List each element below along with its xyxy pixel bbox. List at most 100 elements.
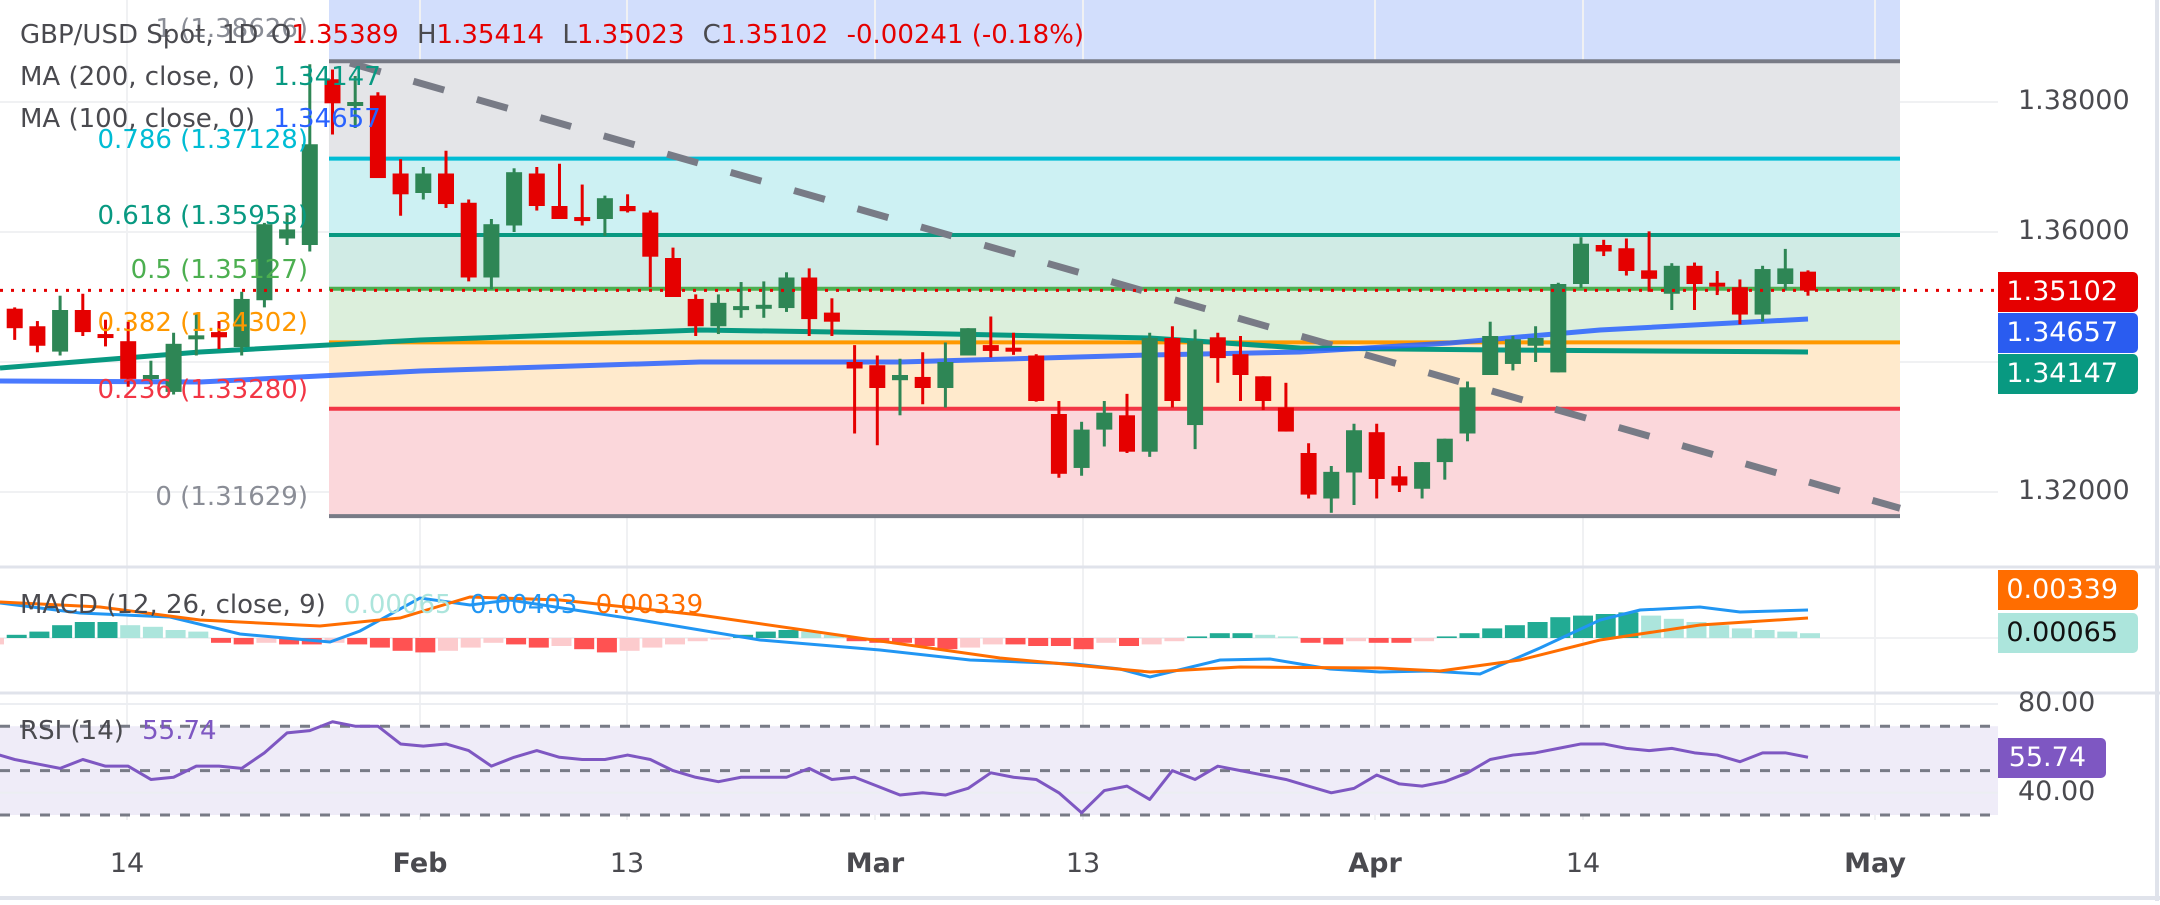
candle-bearish [801, 277, 818, 320]
last-price-badge: 1.35102 [1998, 272, 2138, 312]
time-tick-label: Apr [1348, 848, 1402, 879]
candle-bullish [1663, 265, 1680, 294]
macd-histogram-bar [1209, 633, 1230, 638]
high-label: H [416, 20, 437, 50]
macd-histogram-bar [1550, 617, 1571, 638]
macd-histogram-bar [823, 634, 844, 638]
macd-histogram-bar [1277, 636, 1298, 638]
candle-bullish [1550, 284, 1567, 373]
candle-bearish [846, 362, 863, 369]
open-label: O [270, 20, 292, 50]
candle-bearish [97, 334, 114, 339]
candle-bearish [1641, 270, 1658, 279]
candle-bearish [1255, 376, 1272, 401]
fib-label-0: 0 (1.31629) [155, 482, 308, 513]
macd-histogram-bar [347, 638, 368, 645]
candle-bullish [1482, 336, 1499, 375]
macd-histogram-bar [369, 638, 390, 648]
candle-bearish [823, 312, 840, 322]
macd-signal-badge: 0.00339 [1998, 570, 2138, 610]
macd-histogram-bar [710, 638, 731, 640]
macd-histogram-bar [120, 625, 141, 638]
macd-histogram-bar [892, 638, 912, 643]
macd-histogram-bar [1050, 638, 1071, 646]
candle-bearish [1300, 453, 1317, 495]
macd-histogram-bar [1368, 638, 1389, 643]
macd-histogram-bar [801, 631, 822, 638]
candle-bearish [1800, 271, 1816, 291]
fib-zone-0.786 [329, 158, 1900, 236]
macd-legend[interactable]: MACD (12, 26, close, 9) 0.00065 0.00403 … [20, 590, 713, 620]
fib-label-0.236: 0.236 (1.33280) [97, 374, 308, 405]
candle-bearish [1209, 337, 1226, 359]
macd-histogram-bar [846, 638, 867, 642]
macd-histogram-bar [483, 638, 504, 643]
macd-histogram-bar [528, 638, 549, 648]
time-tick-label: 14 [1565, 848, 1601, 879]
macd-histogram-bar [1800, 633, 1820, 638]
macd-histogram-bar [1119, 638, 1139, 646]
macd-histogram-bar [1005, 638, 1026, 645]
macd-histogram-bar [1300, 638, 1321, 643]
time-tick-label: May [1844, 848, 1906, 879]
rsi-legend[interactable]: RSI (14) 55.74 [20, 716, 227, 746]
change-value: -0.00241 (-0.18%) [846, 20, 1085, 50]
candle-bullish [279, 229, 296, 239]
candle-bearish [1731, 287, 1748, 315]
close-value: 1.35102 [720, 20, 829, 50]
fib-zone-1 [329, 61, 1900, 159]
macd-histogram-bar [1096, 638, 1117, 643]
ma200-legend[interactable]: MA (200, close, 0) 1.34147 [20, 62, 391, 92]
macd-histogram-bar [233, 638, 254, 645]
macd-histogram-bar [914, 638, 935, 646]
candle-bearish [528, 173, 545, 206]
candle-bearish [1686, 265, 1703, 284]
candle-bearish [74, 310, 91, 333]
ma100-label: MA (100, close, 0) [20, 104, 255, 134]
time-tick-label: Feb [392, 848, 448, 879]
candle-bearish [687, 298, 704, 327]
fib-label-0.5: 0.5 (1.35127) [130, 254, 308, 285]
candle-bearish [1232, 354, 1249, 375]
candle-bullish [52, 310, 69, 352]
candle-bearish [1119, 415, 1135, 452]
candle-bullish [1573, 243, 1589, 284]
macd-histogram-bar [687, 638, 708, 642]
candle-bullish [142, 375, 159, 379]
ma100-legend[interactable]: MA (100, close, 0) 1.34657 [20, 104, 391, 134]
rsi-label: RSI (14) [20, 716, 124, 746]
ma200-label: MA (200, close, 0) [20, 62, 255, 92]
candle-bearish [324, 79, 341, 104]
low-label: L [562, 20, 577, 50]
candle-bullish [165, 343, 182, 392]
ma200-line [0, 327, 1809, 371]
candle-bearish [369, 95, 386, 179]
candle-bullish [415, 173, 432, 193]
macd-hist-badge: 0.00065 [1998, 613, 2138, 653]
price-tick-label: 1.36000 [2018, 215, 2130, 246]
candle-bullish [1073, 429, 1090, 468]
candle-bullish [188, 335, 205, 340]
macd-histogram-bar [1504, 625, 1525, 638]
candle-bearish [1709, 282, 1726, 287]
macd-histogram-bar [1346, 638, 1366, 642]
macd-histogram-bar [6, 634, 27, 638]
macd-histogram-bar [211, 638, 231, 643]
macd-histogram-bar [1323, 638, 1344, 645]
macd-histogram-bar [1187, 636, 1208, 638]
macd-histogram-bar [1028, 638, 1049, 646]
candle-bullish [960, 328, 977, 356]
rsi-value: 55.74 [142, 716, 217, 746]
symbol-legend: GBP/USD Spot, 1D O1.35389 H1.35414 L1.35… [20, 20, 1094, 50]
candle-bearish [551, 206, 568, 219]
price-tick-label: 1.38000 [2018, 85, 2130, 116]
macd-hist-value: 0.00065 [344, 590, 452, 620]
macd-histogram-bar [1777, 631, 1798, 638]
macd-histogram-bar [1709, 625, 1730, 638]
candle-bearish [619, 206, 636, 212]
candle-bearish [6, 308, 23, 329]
macd-histogram-bar [1436, 636, 1457, 638]
macd-histogram-bar [438, 638, 458, 651]
symbol-title[interactable]: GBP/USD Spot, 1D [20, 20, 259, 50]
